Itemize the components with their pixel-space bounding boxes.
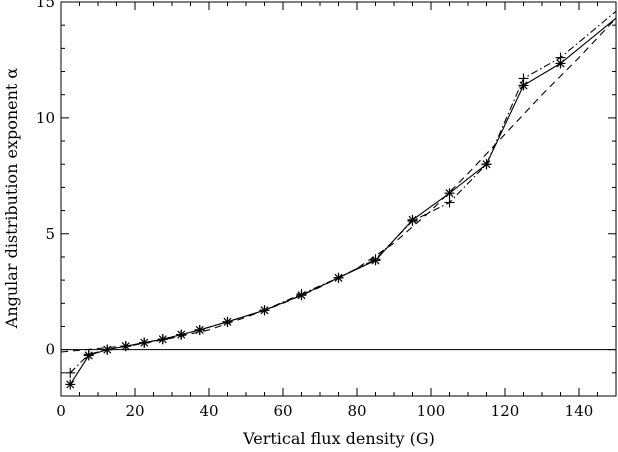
y-tick-label: 5 <box>45 225 55 243</box>
asterisk-marker <box>444 188 455 199</box>
plus-marker <box>157 334 168 345</box>
marker-stroke <box>66 380 75 389</box>
asterisk-marker <box>65 379 76 390</box>
y-tick-label: 0 <box>45 341 55 359</box>
x-tick-label: 100 <box>417 402 446 420</box>
series-dashed <box>60 17 617 353</box>
plus-marker <box>407 216 418 227</box>
y-tick-label: 10 <box>36 109 55 127</box>
marker-stroke <box>556 59 565 68</box>
plus-marker <box>481 159 492 170</box>
plus-marker <box>370 254 381 265</box>
x-tick-label: 120 <box>491 402 520 420</box>
series-dash-dot <box>65 10 617 378</box>
plus-marker <box>176 329 187 340</box>
plus-marker <box>555 52 566 63</box>
plus-marker <box>65 367 76 378</box>
marker-stroke <box>519 81 528 90</box>
x-tick-label: 60 <box>273 402 292 420</box>
plus-marker <box>102 344 113 355</box>
series-line-dashed <box>60 17 617 353</box>
x-tick-label: 80 <box>347 402 366 420</box>
plot-frame <box>60 1 617 397</box>
plus-marker <box>83 349 94 360</box>
x-tick-label: 0 <box>56 402 66 420</box>
x-tick-label: 20 <box>125 402 144 420</box>
x-tick-label: 140 <box>565 402 594 420</box>
series-line-solid <box>69 17 617 385</box>
y-axis-ticks: 0 5 10 15 <box>36 0 616 397</box>
plus-marker <box>518 73 529 84</box>
x-tick-label: 40 <box>199 402 218 420</box>
series-group <box>60 10 617 390</box>
x-axis-title: Vertical flux density (G) <box>242 429 435 448</box>
plot-border <box>60 1 617 397</box>
series-solid <box>65 17 617 390</box>
y-tick-label: 15 <box>36 0 55 11</box>
y-axis-title: Angular distribution exponent α <box>2 68 21 330</box>
x-axis-ticks: 0 20 40 60 80 100 120 140 <box>56 2 598 420</box>
plus-marker <box>444 197 455 208</box>
plus-marker <box>194 324 205 335</box>
series-line-dash-dot <box>69 10 617 374</box>
marker-stroke <box>445 189 454 198</box>
